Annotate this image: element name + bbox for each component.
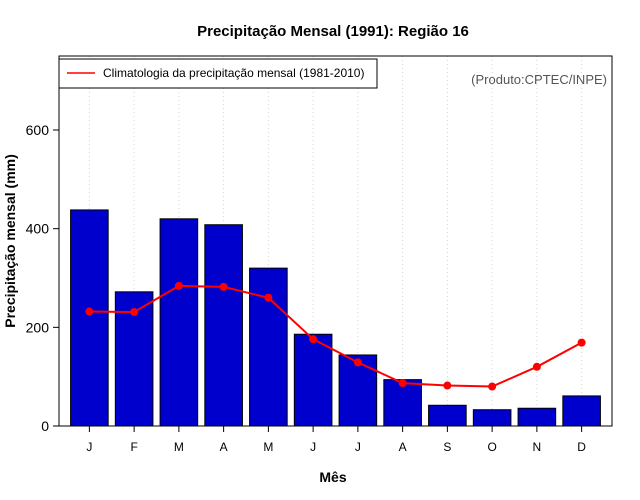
legend: Climatologia da precipitação mensal (198… bbox=[58, 58, 378, 89]
x-tick-label: J bbox=[355, 440, 361, 454]
climatology-point-7 bbox=[353, 358, 362, 367]
x-tick-label: M bbox=[174, 440, 184, 454]
x-tick-label: F bbox=[130, 440, 137, 454]
climatology-point-10 bbox=[488, 382, 497, 391]
bar-6 bbox=[293, 333, 333, 427]
climatology-point-4 bbox=[219, 282, 228, 291]
plot-frame bbox=[58, 55, 613, 427]
y-tick-label: 600 bbox=[26, 122, 50, 138]
climatology-line bbox=[89, 284, 583, 388]
x-axis-title: Mês bbox=[319, 469, 346, 485]
climatology-point-8 bbox=[398, 379, 407, 388]
climatology-point-2 bbox=[130, 308, 139, 317]
x-tick-label: S bbox=[443, 440, 451, 454]
x-tick-label: O bbox=[487, 440, 496, 454]
x-tick-label: D bbox=[577, 440, 586, 454]
x-tick-label: N bbox=[533, 440, 542, 454]
climatology-point-1 bbox=[85, 307, 94, 316]
bar-11 bbox=[517, 407, 557, 427]
bar-5 bbox=[249, 267, 288, 427]
y-axis-title: Precipitação mensal (mm) bbox=[2, 154, 18, 328]
climatology-point-9 bbox=[443, 381, 452, 390]
climatology-point-11 bbox=[532, 362, 541, 371]
legend-label-climatology: Climatologia da precipitação mensal (198… bbox=[103, 66, 364, 80]
bar-10 bbox=[472, 409, 512, 427]
x-tick-label: A bbox=[399, 440, 407, 454]
legend-box bbox=[58, 58, 378, 89]
climatology-point-12 bbox=[577, 338, 586, 347]
bar-12 bbox=[562, 395, 601, 427]
axes: 0 200 400 600 J F M A M J J A S O N D bbox=[26, 55, 613, 454]
x-tick-label: M bbox=[263, 440, 273, 454]
y-tick-label: 400 bbox=[26, 221, 50, 237]
x-tick-label: J bbox=[310, 440, 316, 454]
x-tick-label: A bbox=[220, 440, 228, 454]
source-annotation: (Produto:CPTEC/INPE) bbox=[471, 72, 607, 87]
bar-1 bbox=[70, 209, 109, 427]
bar-8 bbox=[383, 379, 422, 427]
bar-3 bbox=[159, 218, 199, 427]
y-tick-label: 0 bbox=[41, 418, 49, 434]
bar-series bbox=[70, 209, 601, 427]
climatology-point-5 bbox=[264, 293, 273, 302]
chart-title: Precipitação Mensal (1991): Região 16 bbox=[197, 23, 469, 40]
bar-9 bbox=[428, 404, 467, 427]
climatology-point-3 bbox=[174, 281, 183, 290]
y-tick-label: 200 bbox=[26, 319, 50, 335]
x-tick-label: J bbox=[86, 440, 92, 454]
bar-4 bbox=[204, 224, 243, 427]
climatology-series bbox=[85, 281, 586, 391]
climatology-point-6 bbox=[309, 335, 318, 344]
